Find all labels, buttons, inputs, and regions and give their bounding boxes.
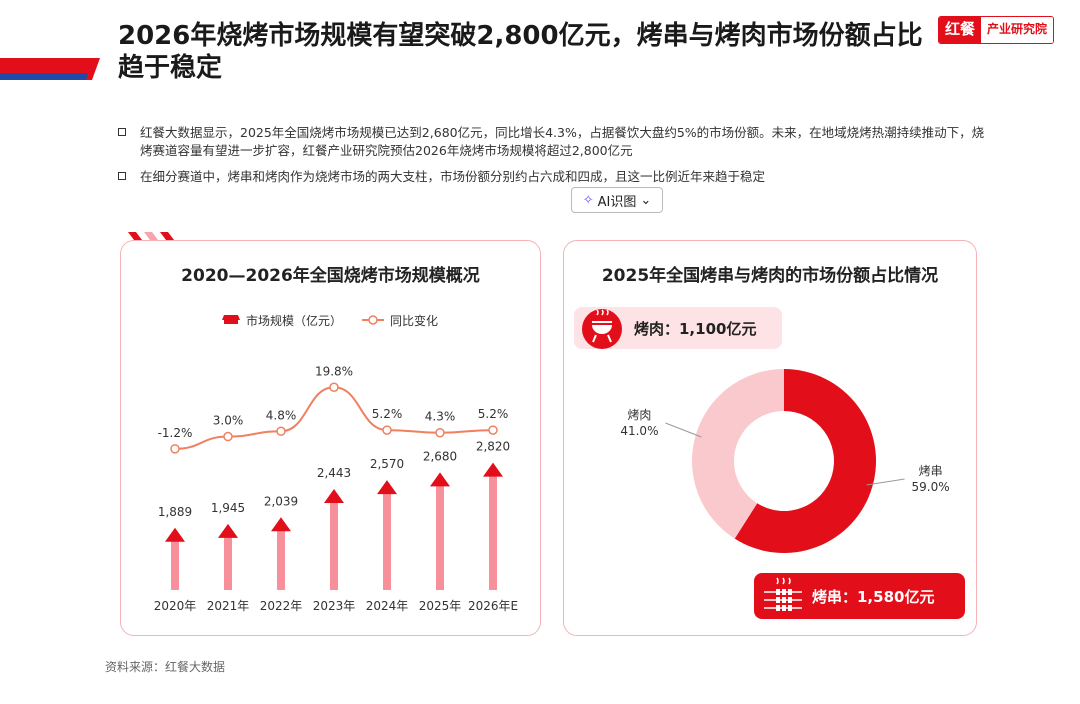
bullet-text: 在细分赛道中，烤串和烤肉作为烧烤市场的两大支柱，市场份额分别约占六成和四成，且这… [140, 169, 766, 184]
meat-callout-text: 烤肉：1,100亿元 [634, 320, 757, 338]
ai-sparkle-icon: ✧ [582, 192, 594, 208]
donut-slice [734, 369, 876, 553]
bar-value-label: 1,889 [158, 505, 192, 519]
header-accent-bar [0, 58, 100, 80]
share-chart-card: 2025年全国烤串与烤肉的市场份额占比情况 [563, 240, 977, 636]
yoy-value-label: 3.0% [213, 414, 244, 428]
bar [277, 529, 285, 590]
brand-mark: 红餐 [939, 17, 982, 43]
legend-bar-label: 市场规模（亿元） [246, 313, 342, 328]
bar-value-label: 2,570 [370, 457, 404, 471]
legend-line-marker [368, 315, 378, 325]
data-source-note: 资料来源：红餐大数据 [105, 660, 226, 674]
bullet-text: 红餐大数据显示，2025年全国烧烤市场规模已达到2,680亿元，同比增长4.3%… [140, 125, 985, 158]
slice-name-label: 烤肉 [627, 407, 651, 422]
yoy-point [276, 426, 286, 437]
bullet-item: 红餐大数据显示，2025年全国烧烤市场规模已达到2,680亿元，同比增长4.3%… [118, 124, 990, 160]
yoy-value-label: 19.8% [315, 364, 353, 378]
bar [383, 492, 391, 590]
bar-arrow-head [271, 517, 291, 532]
yoy-point [382, 425, 392, 435]
bullet-item: 在细分赛道中，烤串和烤肉作为烧烤市场的两大支柱，市场份额分别约占六成和四成，且这… [118, 168, 990, 186]
donut-slice [692, 369, 784, 539]
legend-bar-swatch [222, 315, 240, 320]
bar-value-label: 1,945 [211, 501, 245, 515]
bullet-square-icon [118, 172, 126, 180]
bar-value-label: 2,820 [476, 440, 510, 454]
x-tick-label: 2026年E [468, 599, 518, 613]
yoy-point [329, 382, 339, 393]
bar [224, 535, 232, 590]
bar-value-label: 2,443 [317, 466, 351, 480]
bar-arrow-head [483, 462, 503, 477]
bar-value-label: 2,680 [423, 449, 457, 463]
yoy-value-label: 4.3% [425, 410, 456, 424]
yoy-point [435, 427, 445, 438]
yoy-value-label: 5.2% [478, 407, 509, 421]
brand-logo: 红餐 产业研究院 [938, 16, 1055, 44]
chart-title: 2020—2026年全国烧烤市场规模概况 [181, 266, 480, 286]
bar [330, 500, 338, 590]
ai-button-label: AI识图 [597, 194, 637, 210]
x-tick-label: 2023年 [313, 599, 356, 613]
slice-percent-label: 59.0% [912, 480, 950, 494]
market-size-chart: 市场规模（亿元） 同比变化 1,889 1,945 2,039 2,443 2,570 2,… [154, 313, 518, 613]
bar-value-label: 2,039 [264, 494, 298, 508]
chart-title: 2025年全国烤串与烤肉的市场份额占比情况 [601, 266, 939, 286]
slice-leader-line [866, 478, 905, 486]
bar-arrow-head [324, 488, 344, 503]
yoy-point [223, 431, 233, 442]
yoy-value-label: -1.2% [158, 426, 193, 440]
yoy-point [488, 425, 498, 435]
brand-name: 产业研究院 [981, 17, 1054, 43]
x-tick-label: 2020年 [154, 599, 197, 613]
yoy-value-label: 5.2% [372, 407, 403, 421]
meat-callout: 烤肉：1,100亿元 [574, 307, 782, 349]
slice-leader-line [665, 422, 702, 438]
skewer-callout: 烤串：1,580亿元 [754, 573, 965, 619]
bar [436, 484, 444, 590]
skewer-icon [764, 577, 802, 611]
bar [171, 539, 179, 590]
bar-arrow-head [218, 523, 238, 538]
slice-percent-label: 41.0% [620, 424, 658, 438]
x-tick-label: 2021年 [207, 599, 250, 613]
yoy-value-label: 4.8% [266, 408, 297, 422]
bar-arrow-head [430, 472, 450, 487]
legend-bar-swatch-base [224, 319, 238, 324]
bar-arrow-head [377, 480, 397, 495]
chart-legend: 市场规模（亿元） 同比变化 [222, 313, 438, 328]
share-donut-chart: 烤串 59.0% 烤肉 41.0% [620, 369, 950, 553]
x-tick-label: 2022年 [260, 599, 303, 613]
slice-name-label: 烤串 [919, 463, 943, 478]
chevron-down-icon: ⌄ [640, 192, 652, 208]
ai-image-recognition-button[interactable]: ✧ AI识图 ⌄ [571, 187, 663, 213]
bar [489, 474, 497, 590]
bar-arrow-head [165, 527, 185, 542]
skewer-callout-text: 烤串：1,580亿元 [812, 588, 935, 606]
page-title: 2026年烧烤市场规模有望突破2,800亿元，烤串与烤肉市场份额占比趋于稳定 [118, 21, 923, 83]
legend-line-label: 同比变化 [390, 313, 438, 328]
yoy-point [170, 444, 180, 454]
x-tick-label: 2025年 [419, 599, 462, 613]
x-tick-label: 2024年 [366, 599, 409, 613]
grill-icon [582, 309, 622, 349]
bullet-square-icon [118, 128, 126, 136]
